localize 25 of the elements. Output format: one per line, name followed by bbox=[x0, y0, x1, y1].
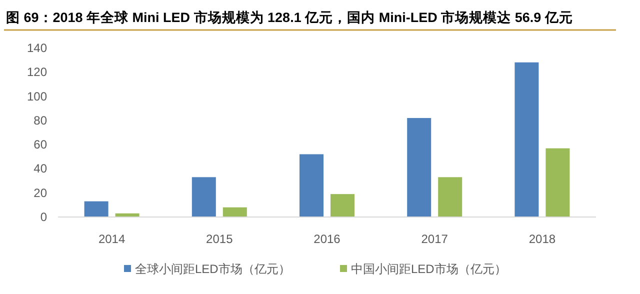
x-tick-label: 2017 bbox=[421, 232, 448, 246]
y-tick-label: 0 bbox=[40, 210, 48, 224]
bar bbox=[514, 62, 539, 217]
x-tick-label: 2014 bbox=[98, 232, 126, 246]
y-tick-label: 60 bbox=[34, 138, 48, 152]
bar bbox=[192, 177, 216, 217]
y-tick-label: 80 bbox=[34, 113, 48, 128]
bar bbox=[407, 118, 432, 217]
y-tick-label: 40 bbox=[34, 162, 48, 176]
bar bbox=[330, 194, 354, 217]
bar bbox=[84, 201, 108, 217]
chart-title: 图 69：2018 年全球 Mini LED 市场规模为 128.1 亿元，国内 Mini-LED 市场规模达 56.9 亿元 bbox=[6, 9, 573, 25]
legend-label: 中国小间距LED市场（亿元） bbox=[351, 262, 506, 276]
bar bbox=[438, 177, 462, 217]
y-tick-label: 20 bbox=[34, 186, 48, 200]
bar bbox=[546, 148, 570, 217]
y-tick-label: 120 bbox=[26, 65, 48, 80]
y-tick-label: 100 bbox=[26, 89, 48, 104]
y-tick-label: 140 bbox=[26, 41, 48, 55]
legend-label: 全球小间距LED市场（亿元） bbox=[135, 262, 290, 276]
x-tick-label: 2016 bbox=[314, 232, 341, 246]
x-tick-label: 2015 bbox=[206, 232, 234, 246]
x-tick-label: 2018 bbox=[528, 232, 556, 246]
bar bbox=[300, 154, 324, 217]
bar bbox=[222, 207, 247, 217]
